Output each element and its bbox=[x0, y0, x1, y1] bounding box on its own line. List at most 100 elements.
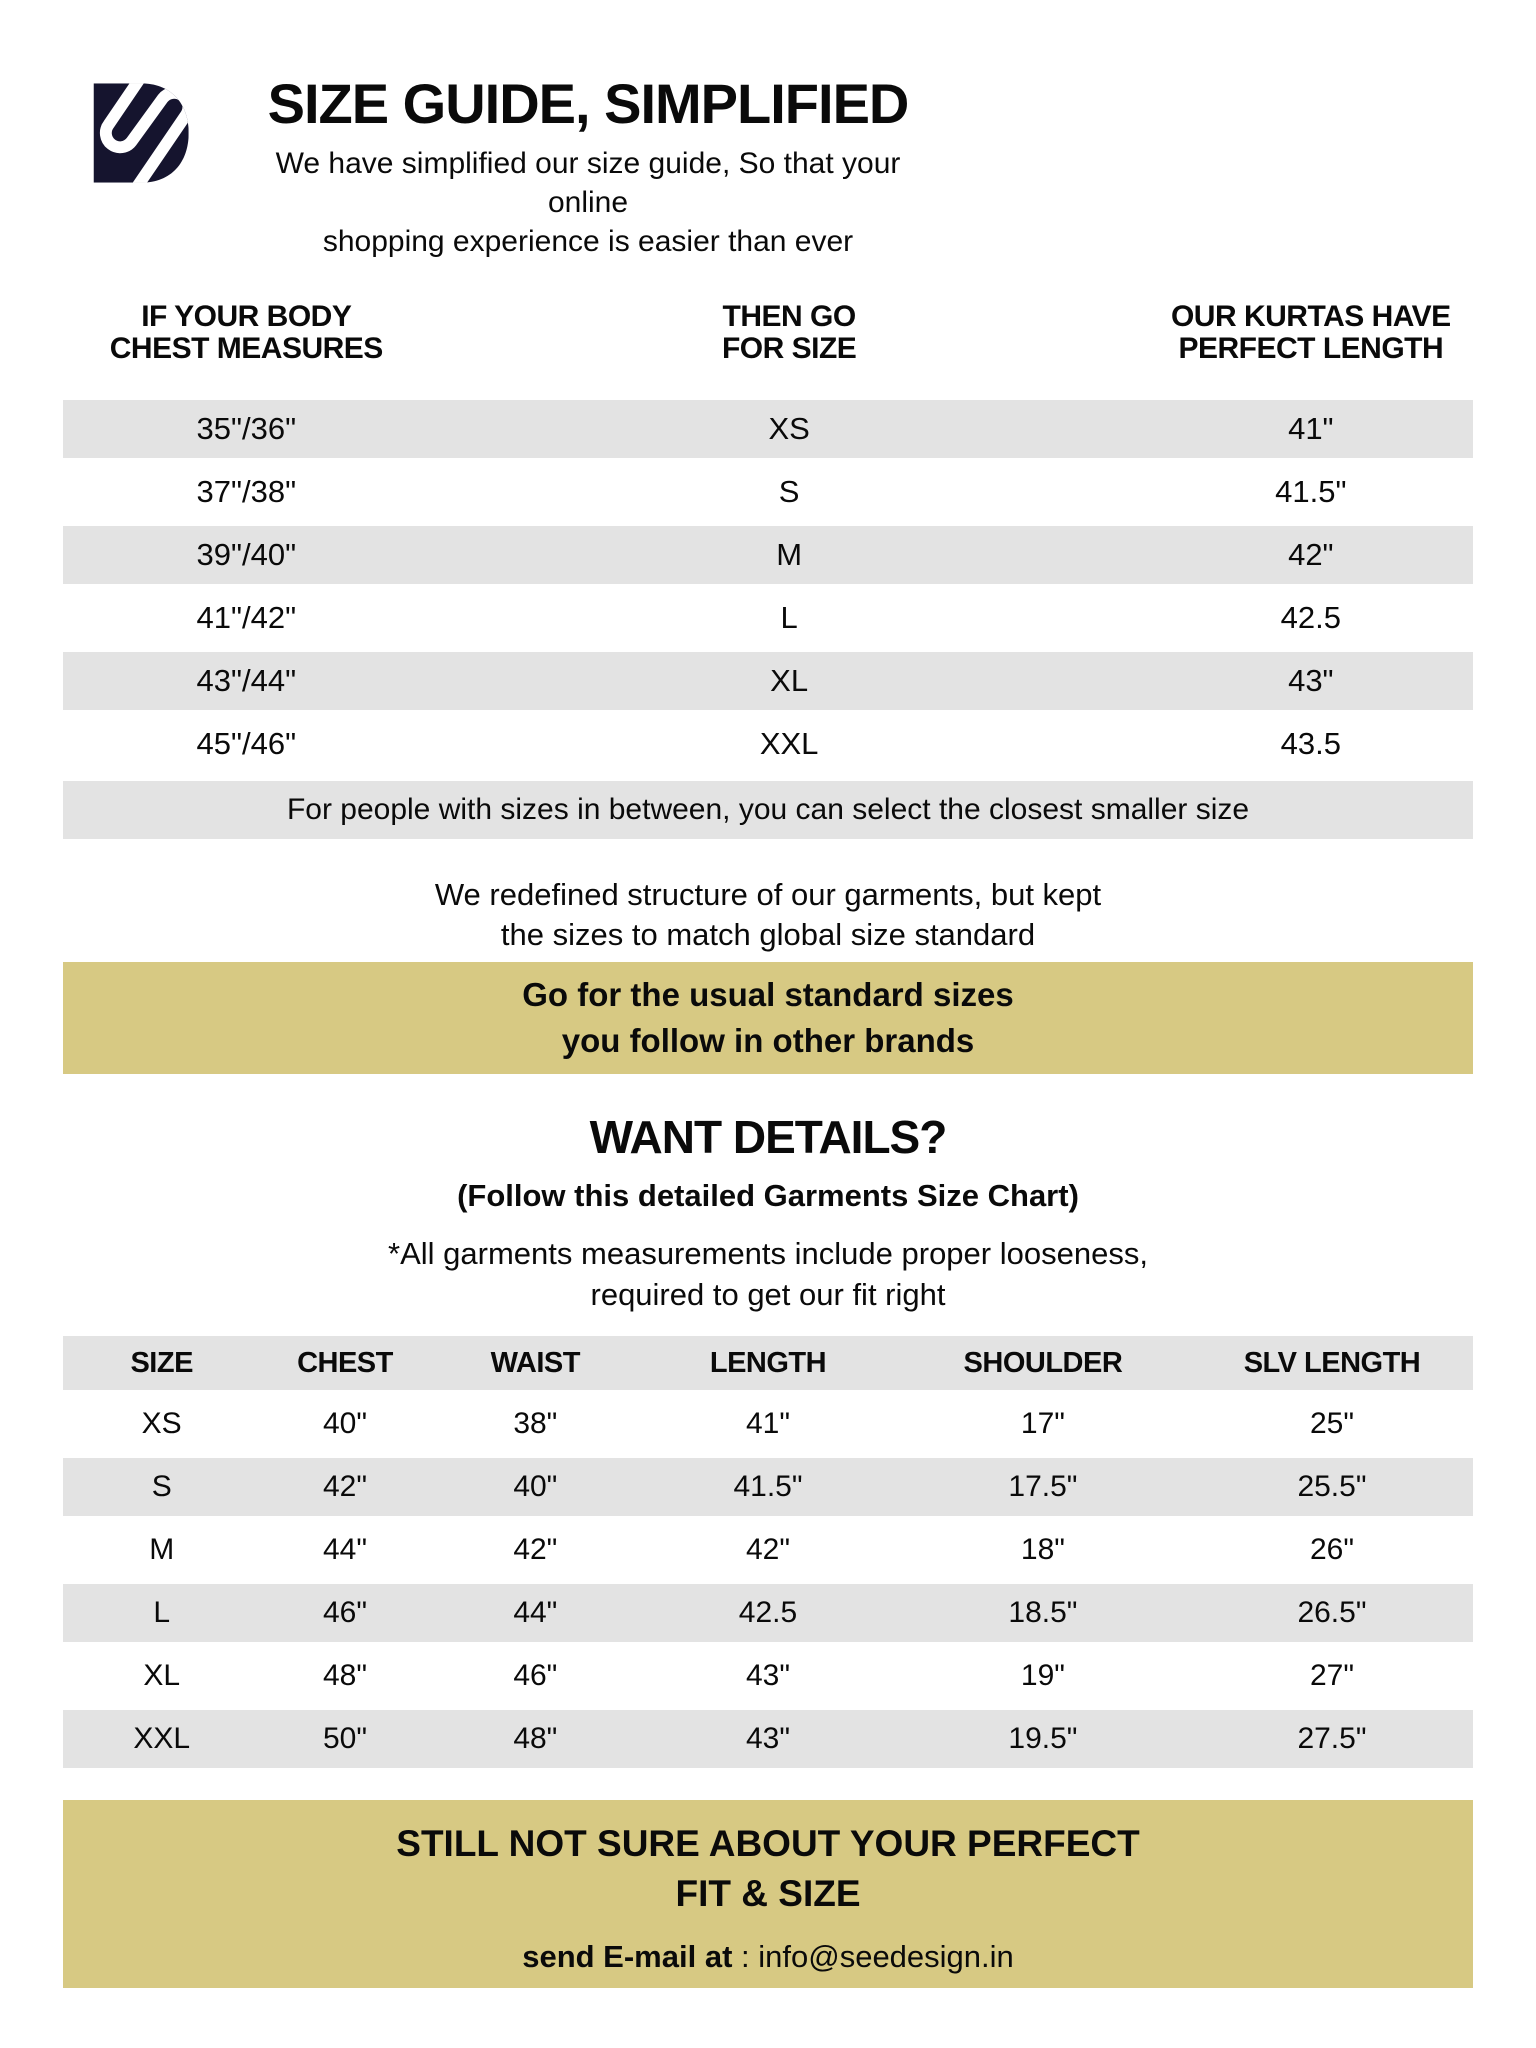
table-cell: 35"/36" bbox=[196, 410, 297, 446]
table-cell: 41.5" bbox=[733, 1470, 803, 1504]
table-cell: 42.5 bbox=[1280, 599, 1341, 635]
table-cell: 45"/46" bbox=[196, 725, 297, 761]
table-row: 41"/42" L 42.5 bbox=[63, 588, 1473, 647]
table-row: S 42" 40" 41.5" 17.5" 25.5" bbox=[63, 1458, 1473, 1517]
table-cell: 25.5" bbox=[1297, 1470, 1367, 1504]
column-header-size: SIZE bbox=[130, 1346, 193, 1379]
table-cell: S bbox=[778, 473, 800, 509]
table-cell: 43" bbox=[745, 1722, 790, 1756]
table-cell: 41.5" bbox=[1275, 473, 1347, 509]
table-cell: 50" bbox=[322, 1722, 367, 1756]
table-cell: XXL bbox=[759, 725, 819, 761]
email-address: info@seedesign.in bbox=[758, 1939, 1014, 1975]
column-header-slv-length: SLV LENGTH bbox=[1243, 1346, 1421, 1379]
table-cell: 46" bbox=[322, 1596, 367, 1630]
table-cell: 40" bbox=[513, 1470, 558, 1504]
table-cell: 42" bbox=[1288, 536, 1334, 572]
simple-size-table: 35"/36" XS 41" 37"/38" S 41.5" 39"/40" M… bbox=[63, 399, 1473, 839]
column-header-chest: CHEST bbox=[297, 1346, 393, 1379]
page-title: SIZE GUIDE, SIMPLIFIED bbox=[267, 72, 910, 135]
column-header-go-for-size: THEN GO FOR SIZE bbox=[721, 299, 857, 366]
contact-banner: STILL NOT SURE ABOUT YOUR PERFECT FIT & … bbox=[63, 1800, 1473, 1989]
table-cell: XL bbox=[770, 662, 809, 698]
table-row: 37"/38" S 41.5" bbox=[63, 462, 1473, 521]
seedesign-logo bbox=[85, 79, 193, 187]
table-cell: 43.5 bbox=[1280, 725, 1341, 761]
detail-table-header-row: SIZE CHEST WAIST LENGTH SHOULDER SLV LEN… bbox=[63, 1336, 1473, 1391]
table-cell: 18" bbox=[1020, 1533, 1065, 1567]
table-cell: 40" bbox=[322, 1407, 367, 1441]
between-sizes-note: For people with sizes in between, you ca… bbox=[63, 780, 1473, 839]
column-header-waist: WAIST bbox=[490, 1346, 581, 1379]
table-row: XXL 50" 48" 43" 19.5" 27.5" bbox=[63, 1710, 1473, 1769]
table-row: 43"/44" XL 43" bbox=[63, 651, 1473, 710]
standard-sizes-banner-text: Go for the usual standard sizes you foll… bbox=[522, 975, 1014, 1060]
page-subtitle: We have simplified our size guide, So th… bbox=[275, 146, 901, 258]
table-cell: 44" bbox=[513, 1596, 558, 1630]
want-details-subheading: (Follow this detailed Garments Size Char… bbox=[457, 1178, 1079, 1214]
table-cell: 26.5" bbox=[1297, 1596, 1367, 1630]
column-header-kurta-length: OUR KURTAS HAVE PERFECT LENGTH bbox=[1170, 299, 1451, 366]
table-cell: 41" bbox=[1288, 410, 1334, 446]
table-cell: XS bbox=[141, 1407, 182, 1441]
table-cell: 19" bbox=[1020, 1659, 1065, 1693]
email-label: send E-mail at bbox=[522, 1939, 733, 1975]
table-row: XS 40" 38" 41" 17" 25" bbox=[63, 1395, 1473, 1454]
table-cell: 43" bbox=[1288, 662, 1334, 698]
table-cell: 42" bbox=[745, 1533, 790, 1567]
seedesign-logo-icon bbox=[93, 83, 189, 183]
table-cell: XXL bbox=[133, 1722, 191, 1756]
table-row: 45"/46" XXL 43.5 bbox=[63, 714, 1473, 773]
table-cell: 42.5 bbox=[738, 1596, 798, 1630]
table-cell: 42" bbox=[322, 1470, 367, 1504]
table-cell: 26" bbox=[1309, 1533, 1354, 1567]
looseness-note: *All garments measurements include prope… bbox=[388, 1236, 1148, 1313]
detail-size-table: SIZE CHEST WAIST LENGTH SHOULDER SLV LEN… bbox=[63, 1336, 1473, 1769]
table-cell: 39"/40" bbox=[196, 536, 297, 572]
table-cell: 38" bbox=[513, 1407, 558, 1441]
table-row: M 44" 42" 42" 18" 26" bbox=[63, 1521, 1473, 1580]
table-cell: 42" bbox=[513, 1533, 558, 1567]
column-header-chest-measures: IF YOUR BODY CHEST MEASURES bbox=[109, 299, 384, 366]
table-cell: 17.5" bbox=[1008, 1470, 1078, 1504]
column-header-length: LENGTH bbox=[709, 1346, 827, 1379]
table-row: L 46" 44" 42.5 18.5" 26.5" bbox=[63, 1584, 1473, 1643]
table-row: XL 48" 46" 43" 19" 27" bbox=[63, 1647, 1473, 1706]
size-guide-header: SIZE GUIDE, SIMPLIFIED We have simplifie… bbox=[63, 0, 1473, 261]
table-cell: 44" bbox=[322, 1533, 367, 1567]
table-row: 35"/36" XS 41" bbox=[63, 399, 1473, 458]
contact-email-line: send E-mail at : info@seedesign.in bbox=[63, 1939, 1473, 1975]
table-cell: 37"/38" bbox=[196, 473, 297, 509]
email-separator: : bbox=[732, 1939, 759, 1975]
table-cell: M bbox=[149, 1533, 175, 1567]
table-cell: 17" bbox=[1020, 1407, 1065, 1441]
table-cell: 48" bbox=[513, 1722, 558, 1756]
table-cell: 43"/44" bbox=[196, 662, 297, 698]
table-cell: S bbox=[151, 1470, 172, 1504]
contact-banner-line2: FIT & SIZE bbox=[675, 1873, 861, 1915]
table-row: 39"/40" M 42" bbox=[63, 525, 1473, 584]
table-cell: 43" bbox=[745, 1659, 790, 1693]
table-cell: 48" bbox=[322, 1659, 367, 1693]
simple-table-header-row: IF YOUR BODY CHEST MEASURES THEN GO FOR … bbox=[63, 299, 1473, 366]
table-cell: 27.5" bbox=[1297, 1722, 1367, 1756]
contact-banner-line1: STILL NOT SURE ABOUT YOUR PERFECT bbox=[396, 1823, 1140, 1865]
standard-sizes-banner: Go for the usual standard sizes you foll… bbox=[63, 962, 1473, 1075]
table-cell: 41" bbox=[745, 1407, 790, 1441]
global-standard-note: We redefined structure of our garments, … bbox=[434, 876, 1102, 953]
table-cell: L bbox=[153, 1596, 171, 1630]
table-cell: XS bbox=[768, 410, 810, 446]
table-cell: 46" bbox=[513, 1659, 558, 1693]
table-cell: M bbox=[776, 536, 803, 572]
table-cell: 18.5" bbox=[1008, 1596, 1078, 1630]
table-cell: 41"/42" bbox=[196, 599, 297, 635]
table-cell: L bbox=[780, 599, 798, 635]
column-header-shoulder: SHOULDER bbox=[963, 1346, 1123, 1379]
table-cell: 25" bbox=[1309, 1407, 1354, 1441]
table-cell: 27" bbox=[1309, 1659, 1354, 1693]
want-details-heading: WANT DETAILS? bbox=[589, 1111, 948, 1164]
table-cell: XL bbox=[143, 1659, 181, 1693]
table-cell: 19.5" bbox=[1008, 1722, 1078, 1756]
header-text-block: SIZE GUIDE, SIMPLIFIED We have simplifie… bbox=[258, 72, 918, 261]
